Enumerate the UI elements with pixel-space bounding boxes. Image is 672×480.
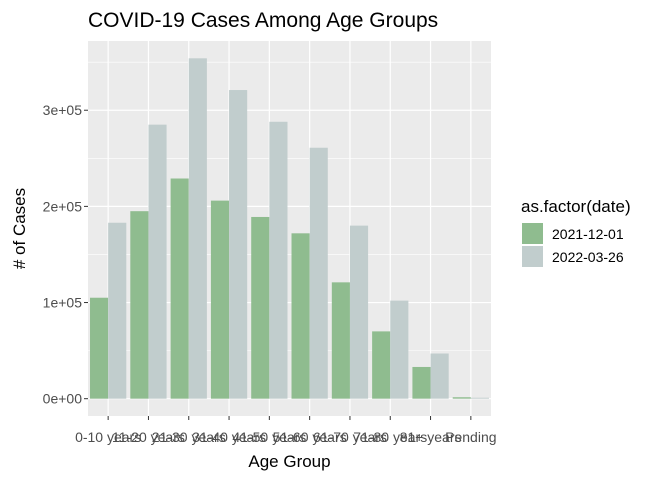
x-tick-label: 61-70 years <box>313 429 387 445</box>
bar-2021-12-01-5 <box>251 216 270 399</box>
y-axis-title: # of Cases <box>10 188 29 269</box>
x-tick-label: 71-80 years <box>353 429 427 445</box>
bar-2022-03-26-5 <box>269 121 288 399</box>
x-tick-label: 81+ years <box>400 429 462 445</box>
legend-title: as.factor(date) <box>521 197 631 216</box>
y-tick-label: 0e+00 <box>43 391 83 407</box>
bar-2022-03-26-4 <box>229 90 248 399</box>
bar-2022-03-26-3 <box>188 58 207 399</box>
bar-2021-12-01-6 <box>291 233 310 399</box>
bar-2022-03-26-2 <box>148 124 167 399</box>
bars <box>90 58 489 399</box>
bar-2022-03-26-6 <box>309 147 328 399</box>
y-tick-label: 3e+05 <box>43 102 83 118</box>
legend-key-2 <box>522 246 543 267</box>
legend-label-2: 2022-03-26 <box>552 249 624 265</box>
x-tick-label: 51-60 years <box>273 429 347 445</box>
y-axis: 0e+00 1e+05 2e+05 3e+05 <box>43 102 88 407</box>
x-tick-label: 0-10 years <box>75 429 141 445</box>
legend-label-1: 2021-12-01 <box>552 226 624 242</box>
x-tick-label: 11-20 years <box>112 429 185 445</box>
bar-2022-03-26-9 <box>430 353 449 399</box>
bar-2021-12-01-1 <box>90 297 109 399</box>
y-tick-label: 1e+05 <box>43 295 83 311</box>
bar-2022-03-26-7 <box>349 225 369 399</box>
bar-2021-12-01-8 <box>372 331 391 399</box>
bar-2021-12-01-10 <box>452 397 471 399</box>
bar-2021-12-01-7 <box>331 282 350 399</box>
bar-2021-12-01-9 <box>412 366 431 399</box>
x-tick-label: 31-40 years <box>192 429 266 445</box>
x-tick-label: Pending <box>445 429 496 445</box>
bar-2022-03-26-8 <box>390 300 409 399</box>
legend: as.factor(date) 2021-12-01 2022-03-26 <box>521 197 631 267</box>
chart-title: COVID-19 Cases Among Age Groups <box>88 9 438 32</box>
bar-2021-12-01-2 <box>130 211 149 399</box>
bar-2021-12-01-4 <box>210 200 230 399</box>
legend-key-1 <box>522 223 543 244</box>
x-axis-title: Age Group <box>248 452 330 471</box>
x-tick-label: 21-30 years <box>152 429 226 445</box>
bar-2022-03-26-10 <box>470 397 489 399</box>
x-tick-label: 41-50 years <box>232 429 306 445</box>
y-tick-label: 2e+05 <box>43 198 83 214</box>
bar-2021-12-01-3 <box>170 178 189 399</box>
bar-2022-03-26-1 <box>108 222 127 399</box>
